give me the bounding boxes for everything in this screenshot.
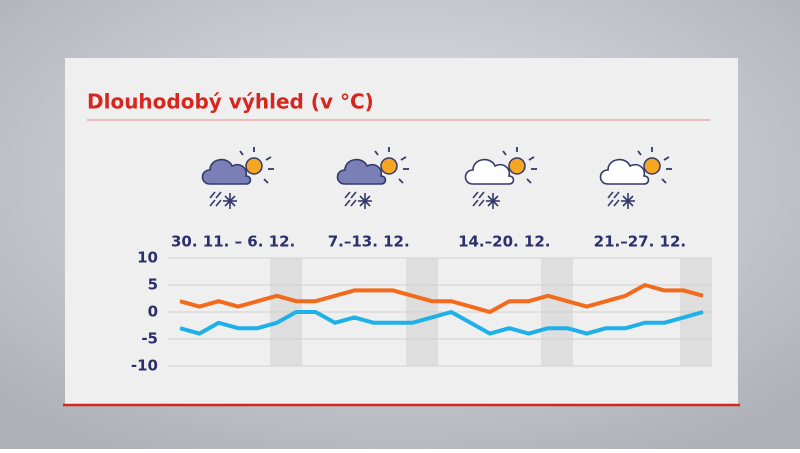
line-series [179,310,704,336]
chart-title: Dlouhodobý výhled (v °C) [87,90,374,114]
period-label: 14.–20. 12. [458,233,550,251]
y-tick-label: -5 [141,330,158,348]
y-tick-label: -10 [131,357,158,375]
period-label: 21.–27. 12. [594,233,686,251]
y-tick-label: 10 [137,249,158,267]
panel [65,58,738,405]
line-series [179,283,704,314]
y-tick-label: 0 [148,303,158,321]
period-label: 7.–13. 12. [328,233,410,251]
period-label: 30. 11. – 6. 12. [171,233,295,251]
y-tick-label: 5 [148,276,158,294]
